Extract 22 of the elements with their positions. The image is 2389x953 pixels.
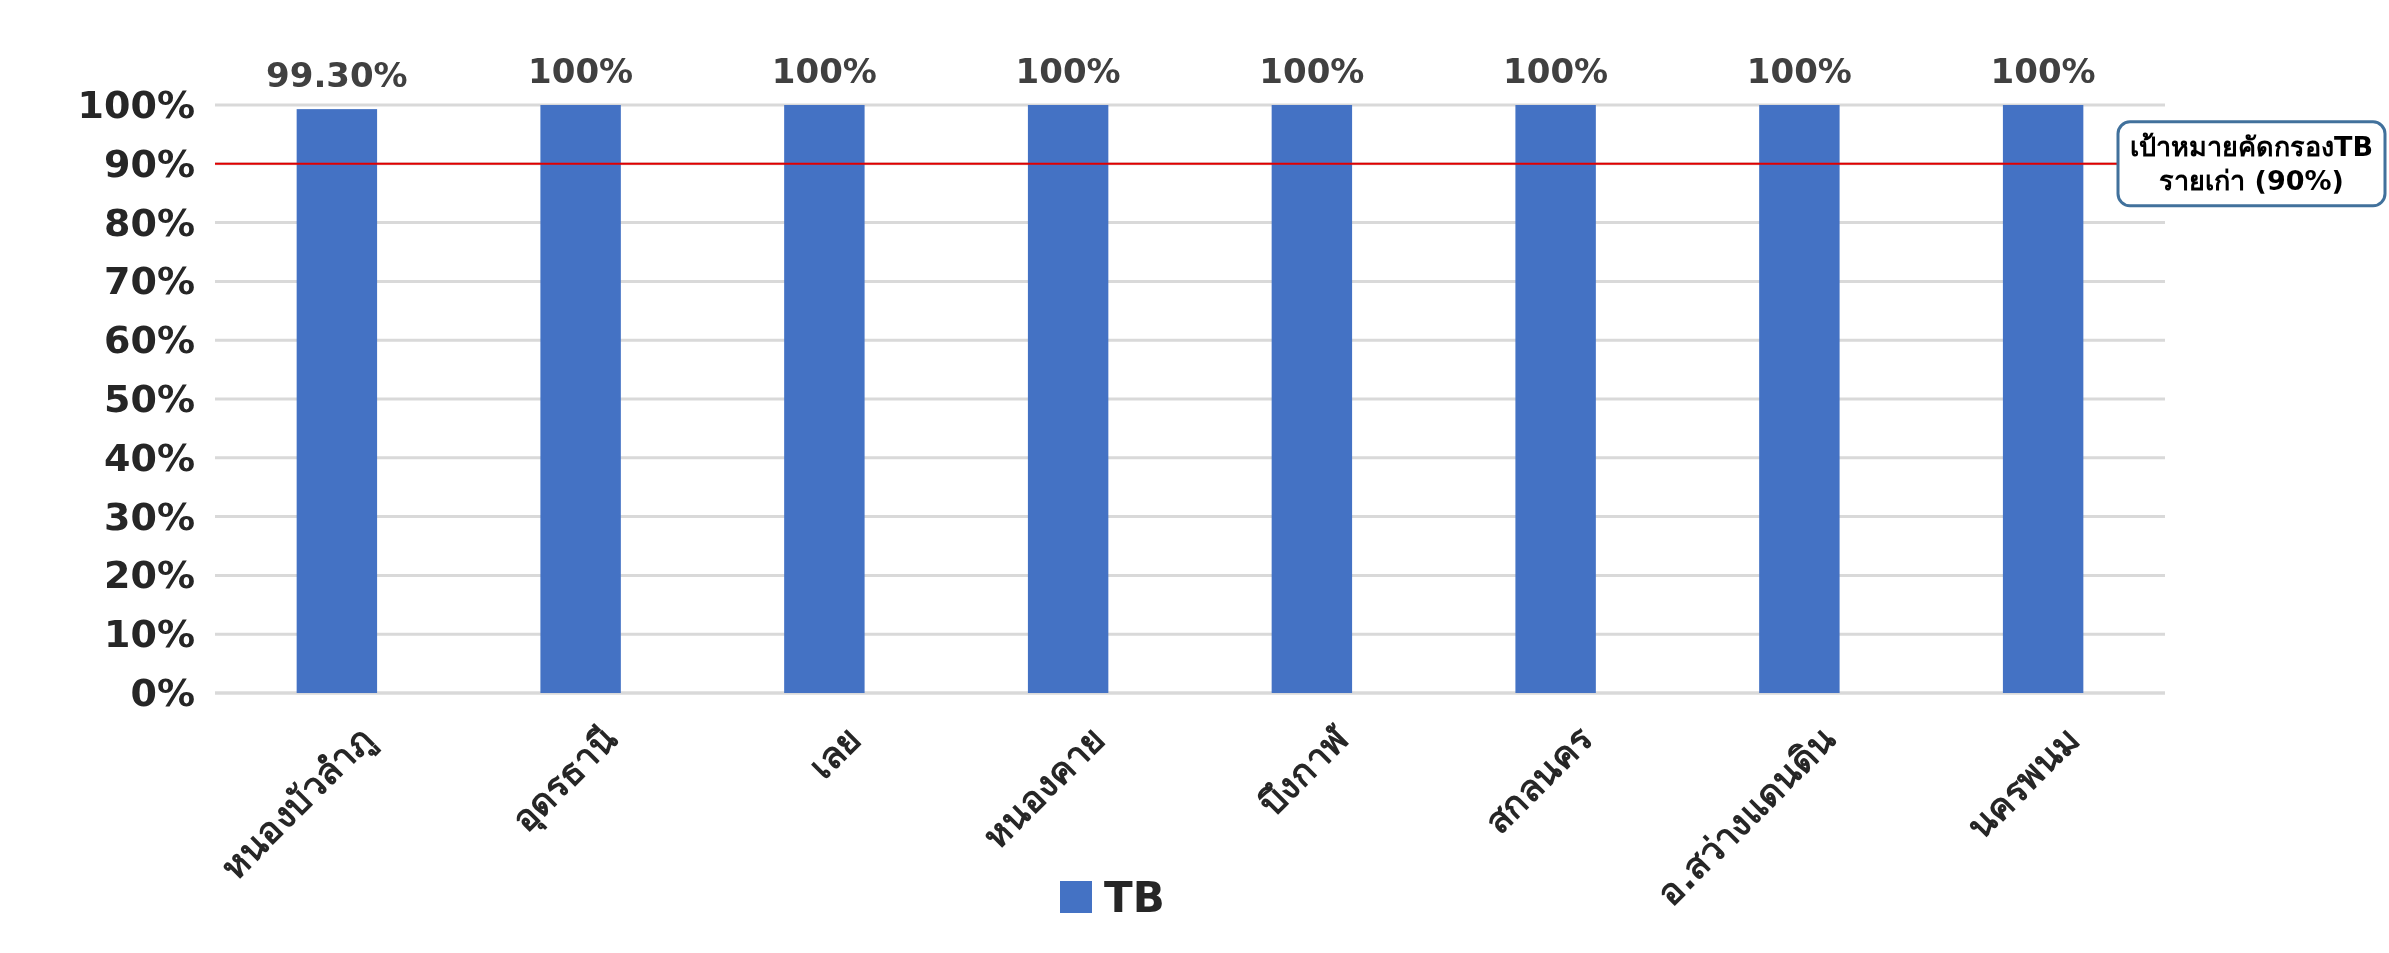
data-label: 100% xyxy=(1990,51,2096,91)
data-label: 100% xyxy=(1015,51,1121,91)
y-tick-label: 20% xyxy=(104,553,195,598)
y-tick-label: 50% xyxy=(104,377,195,421)
x-tick-label: เลย xyxy=(800,718,869,787)
y-tick-label: 80% xyxy=(104,200,195,245)
y-tick-label: 100% xyxy=(77,83,195,127)
data-label: 100% xyxy=(771,51,877,91)
y-tick-label: 0% xyxy=(130,671,195,715)
y-tick-label: 60% xyxy=(104,318,195,363)
data-label: 100% xyxy=(528,51,634,91)
data-label: 100% xyxy=(1746,51,1852,91)
ref-line-label: เป้าหมายคัดกรองTB รายเก่า (90%) xyxy=(2130,131,2373,197)
y-tick-label: 90% xyxy=(104,141,195,186)
data-label: 100% xyxy=(1503,51,1609,91)
y-tick-label: 70% xyxy=(104,259,195,304)
y-tick-label: 40% xyxy=(104,435,195,480)
y-tick-label: 10% xyxy=(104,612,195,657)
data-label: 99.30% xyxy=(266,55,408,96)
y-tick-label: 30% xyxy=(104,494,195,539)
legend-label: TB xyxy=(1104,872,1165,922)
data-label: 100% xyxy=(1259,51,1365,91)
